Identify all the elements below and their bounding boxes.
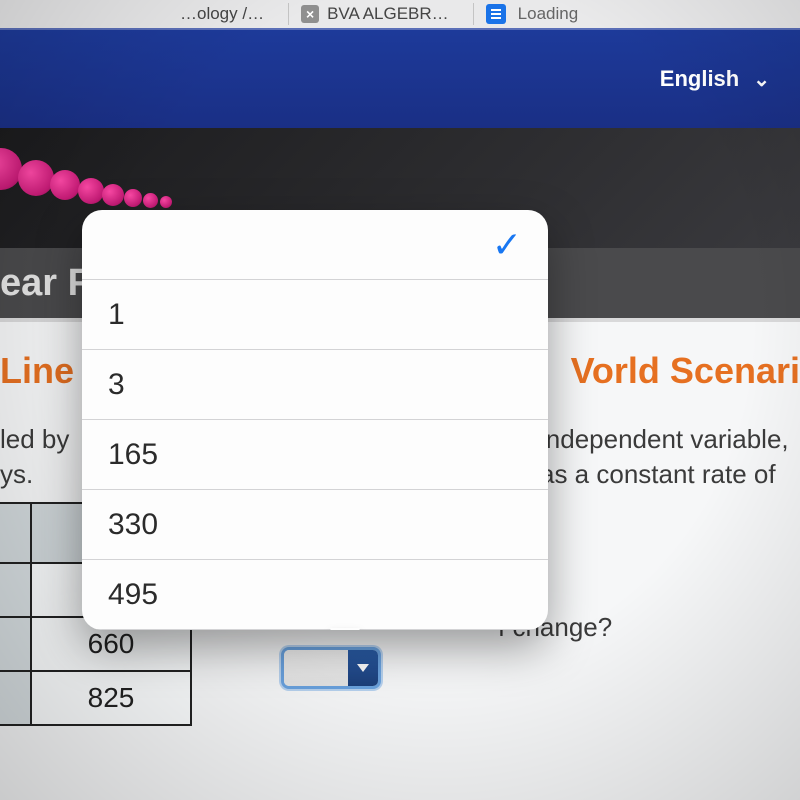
language-label: English [660,66,739,92]
decor-dot [124,189,142,207]
table-cell [0,503,31,563]
lesson-title-fragment: ear F [0,262,91,305]
decor-dot [160,196,172,208]
section-title-left-frag: Line [0,350,74,392]
tab-2-title: BVA ALGEBR… [327,4,449,24]
dropdown-option[interactable]: 330 [82,490,548,560]
decor-dot [18,160,54,196]
dropdown-option-selected[interactable]: ✓ [82,210,548,280]
dropdown-field[interactable] [284,650,348,686]
decor-dot [102,184,124,206]
check-icon: ✓ [492,224,522,266]
table-cell [0,563,31,617]
answer-dropdown[interactable] [281,647,381,689]
close-icon[interactable]: × [301,5,319,23]
body-right-fragment: independent variable, as a constant rate… [540,422,800,492]
browser-tab-strip: …ology /… × BVA ALGEBR… Loading [0,0,800,28]
decor-dot [78,178,104,204]
dropdown-option[interactable]: 495 [82,560,548,630]
decor-dot [143,193,158,208]
tab-fragment-1[interactable]: …ology /… [180,4,264,24]
table-cell: 825 [31,671,191,725]
section-title-right-frag: Vorld Scenari [571,350,800,392]
decor-dot [50,170,80,200]
dropdown-popover: ✓ 1 3 165 330 495 [82,210,548,630]
body-right-line2: as a constant rate of [540,457,800,492]
app-header: English ⌄ [0,28,800,128]
caret-down-icon [357,664,369,672]
tab-loading-text: Loading [518,4,579,24]
dropdown-button[interactable] [348,650,378,686]
dropdown-option[interactable]: 165 [82,420,548,490]
document-icon [486,4,506,24]
body-right-line1: independent variable, [540,422,800,457]
tab-2[interactable]: × BVA ALGEBR… [301,4,449,24]
tab-divider [288,3,289,25]
table-cell [0,671,31,725]
tab-divider [473,3,474,25]
dropdown-option[interactable]: 1 [82,280,548,350]
popover-tail [329,628,361,630]
chevron-down-icon: ⌄ [753,67,770,92]
language-selector[interactable]: English ⌄ [660,66,770,92]
table-cell [0,617,31,671]
dropdown-option[interactable]: 3 [82,350,548,420]
